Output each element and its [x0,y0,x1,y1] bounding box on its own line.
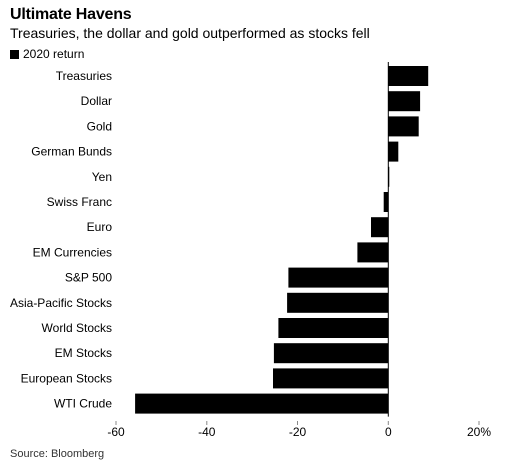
category-label: EM Currencies [33,245,112,259]
bar-swiss-franc [383,192,389,212]
bar-s-p-500 [288,267,389,288]
chart-subtitle: Treasuries, the dollar and gold outperfo… [10,25,370,41]
x-tick-label: -60 [107,425,125,439]
category-label: Swiss Franc [47,195,112,209]
bar-german-bunds [388,141,399,162]
category-label: German Bunds [31,145,112,159]
bar-em-stocks [273,343,389,364]
category-label: Euro [87,220,113,234]
chart-legend: 2020 return [10,47,84,61]
x-tick-label: -20 [289,425,307,439]
category-label: EM Stocks [55,346,112,360]
bar-treasuries [388,66,429,86]
category-label: Asia-Pacific Stocks [10,296,112,310]
legend-swatch [10,49,19,59]
x-tick-label: 0 [385,425,392,439]
legend-label: 2020 return [23,47,85,61]
bar-em-currencies [357,242,389,263]
bar-wti-crude [135,393,389,414]
source-note: Source: Bloomberg [10,448,105,460]
category-label: Dollar [81,94,112,108]
category-label: WTI Crude [54,397,112,411]
category-label: S&P 500 [65,271,112,285]
chart-title: Ultimate Havens [10,6,132,23]
category-label: European Stocks [21,371,112,385]
category-label: Treasuries [56,69,112,83]
x-tick-label: -40 [198,425,216,439]
bar-asia-pacific-stocks [287,292,389,313]
category-label: World Stocks [42,321,112,335]
category-label: Yen [92,170,112,184]
bar-dollar [388,91,421,112]
bar-gold [388,116,419,137]
bar-euro [371,217,389,238]
bar-world-stocks [278,318,389,338]
bar-european-stocks [273,368,389,389]
category-label: Gold [87,119,112,133]
x-tick-label: 20% [467,425,491,439]
